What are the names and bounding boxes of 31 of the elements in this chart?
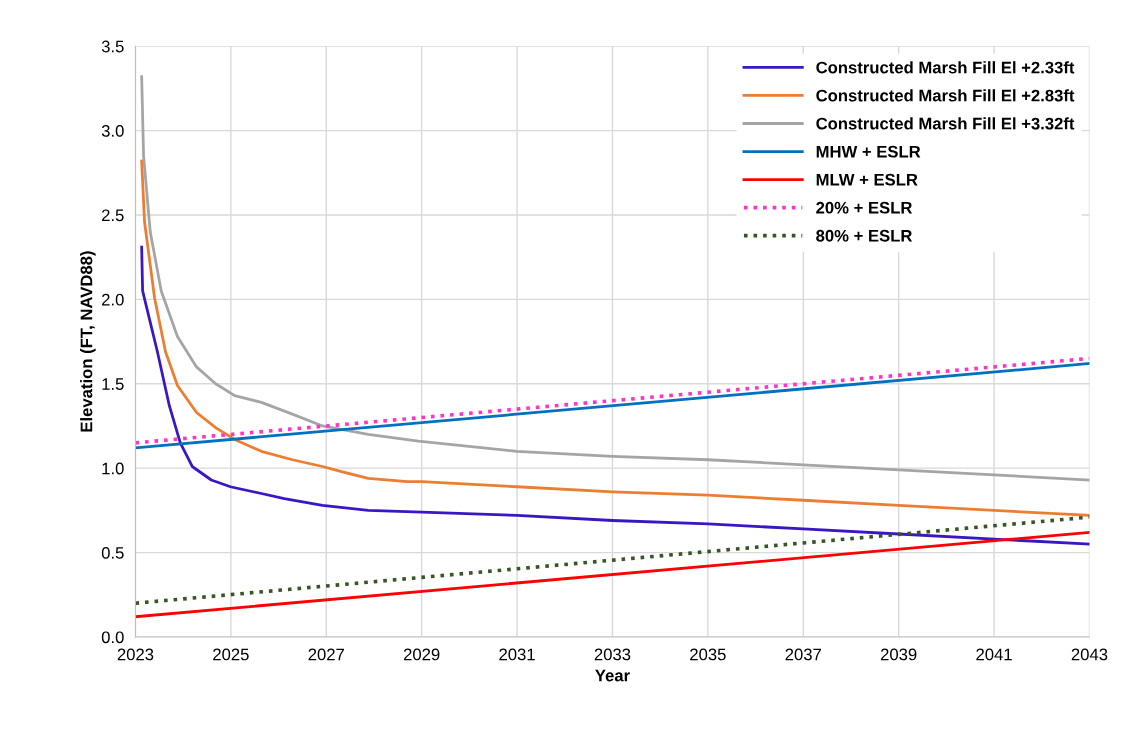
y-tick-label: 2.0 [102, 293, 124, 306]
x-tick-label: 2033 [594, 648, 631, 661]
y-tick-label: 2.5 [102, 209, 124, 222]
line-series [140, 159, 1090, 517]
y-axis-title: Elevation (FT, NAVD88) [80, 251, 96, 432]
legend-label: 20% + ESLR [816, 201, 913, 214]
x-tick-label: 2025 [213, 648, 249, 661]
legend-label: Constructed Marsh Fill El +2.33ft [816, 61, 1075, 74]
x-tick-label: 2035 [690, 648, 726, 661]
legend-label: Constructed Marsh Fill El +2.83ft [816, 89, 1075, 102]
legend-label: 80% + ESLR [816, 229, 913, 242]
legend-label: Constructed Marsh Fill El +3.32ft [816, 117, 1075, 130]
y-tick-label: 0.0 [101, 631, 124, 644]
x-tick-label: 2043 [1071, 648, 1108, 661]
x-tick-label: 2031 [499, 648, 535, 661]
y-tick-label: 1.5 [102, 378, 124, 390]
x-axis-title: Year [595, 669, 630, 682]
x-tick-label: 2037 [785, 648, 821, 661]
y-tick-label: 3.0 [101, 124, 124, 137]
legend-label: MLW + ESLR [816, 173, 918, 186]
legend-label: MHW + ESLR [816, 145, 921, 158]
y-tick-label: 3.5 [101, 40, 124, 53]
x-tick-label: 2039 [880, 648, 917, 661]
y-tick-label: 0.5 [101, 546, 124, 559]
x-tick-label: 2023 [117, 648, 154, 661]
line-series [140, 245, 1090, 546]
y-tick-label: 1.0 [102, 462, 124, 475]
line-series [140, 75, 1090, 482]
x-tick-label: 2027 [308, 648, 344, 661]
x-tick-label: 2029 [403, 648, 440, 661]
x-tick-label: 2041 [976, 648, 1012, 661]
